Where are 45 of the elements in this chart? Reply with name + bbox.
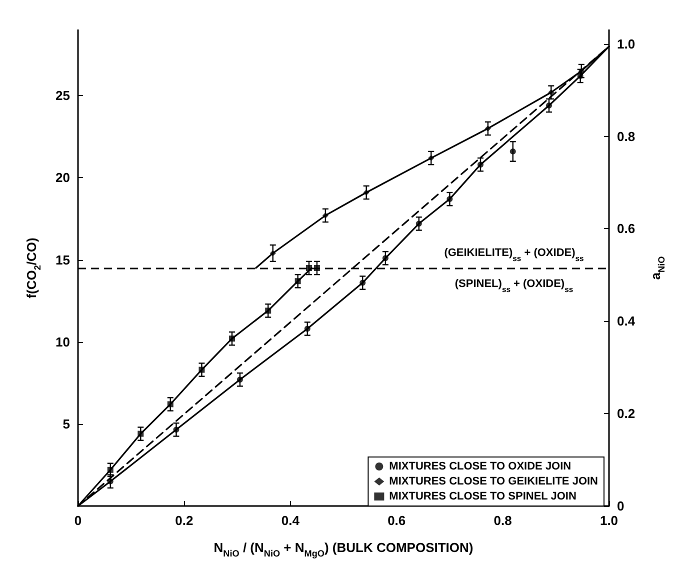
x-tick-label: 1.0 [600,513,618,528]
point [138,430,144,437]
point [546,102,552,108]
y2-tick-label: 0.6 [617,221,636,236]
point [236,376,243,383]
point [510,148,516,154]
point [363,189,370,196]
point [478,162,484,168]
point [548,89,554,96]
y-tick-label: 5 [62,416,70,432]
y2-axis-title: aNiO [648,256,666,280]
point [306,265,312,271]
point [294,278,301,284]
x-tick-label: 0.8 [494,513,512,528]
point [167,401,174,408]
x-tick-label: 0.2 [175,513,194,528]
point [382,255,388,262]
point [173,426,180,433]
point [270,250,276,256]
x-tick-label: 0.4 [281,513,300,528]
legend-label: MIXTURES CLOSE TO SPINEL JOIN [389,490,576,502]
point [198,366,205,373]
legend-label: MIXTURES CLOSE TO GEIKIELITE JOIN [389,476,598,488]
y2-tick-label: 0 [617,498,624,514]
y2-tick-label: 0.8 [617,128,636,144]
point [416,220,422,227]
y-tick-label: 25 [56,88,70,104]
x-tick-label: 0.6 [388,513,406,528]
y-tick-label: 15 [56,252,70,268]
point [107,478,114,484]
point [107,466,114,473]
point [265,308,272,314]
point [360,280,366,286]
y2-tick-label: 0.2 [617,406,636,422]
x-tick-label: 0 [74,513,82,528]
legend-label: MIXTURES CLOSE TO OXIDE JOIN [389,460,572,472]
y-axis-title: f(CO2/CO) [24,238,42,298]
point [304,326,310,332]
point [228,336,235,342]
point [446,196,453,202]
point [314,265,320,271]
y-tick-label: 10 [56,334,70,350]
y2-tick-label: 1.0 [617,36,636,52]
y-tick-label: 20 [56,170,70,186]
y2-tick-label: 0.4 [617,314,636,329]
